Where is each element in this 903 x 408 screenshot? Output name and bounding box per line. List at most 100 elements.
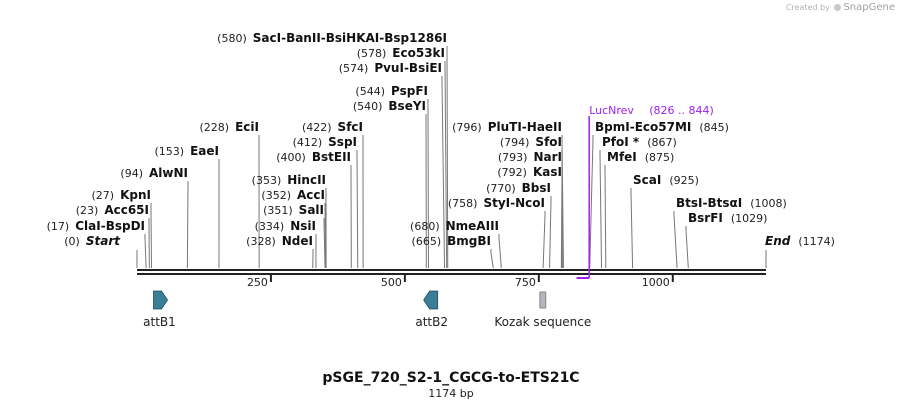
snapgene-credit: Created by SnapGene [786, 2, 895, 13]
feature-attb1[interactable]: attB1 [143, 290, 176, 329]
enzyme-separator: - [281, 31, 286, 45]
restriction-site-labels: (0) Start (17) ClaI - BspDI (23) Acc65I(27) Kp… [47, 31, 835, 248]
site-connector [589, 135, 594, 269]
feature-arrow-left-icon [423, 290, 439, 310]
ruler-tick-label: 750 [515, 276, 536, 289]
site-sfci[interactable]: (422) SfcI [302, 120, 363, 134]
site-bbsi[interactable]: (770) BbsI [486, 181, 551, 195]
site-nsii[interactable]: (334) NsiI [255, 219, 316, 233]
credit-brand: SnapGene [843, 2, 895, 13]
site-pvui-bsiei[interactable]: (574) PvuI - BsiEI [339, 61, 442, 75]
site-nmeaiii[interactable]: (680) NmeAIII [410, 219, 499, 233]
site-position: (422) [302, 121, 332, 134]
site-bmgbi[interactable]: (665) BmgBI [412, 234, 491, 248]
enzyme-name: End [765, 234, 791, 248]
site-position: (544) [355, 85, 385, 98]
site-position: (94) [120, 167, 143, 180]
credit-prefix: Created by [785, 3, 830, 12]
site-position: (792) [497, 166, 527, 179]
enzyme-name: PluTI [488, 120, 522, 134]
site-kpni[interactable]: (27) KpnI [92, 188, 152, 202]
site-pluti-haeii[interactable]: (796) PluTI - HaeII [452, 120, 562, 134]
enzyme-separator: - [510, 196, 515, 210]
site-end[interactable]: End (1174) [765, 234, 835, 248]
enzyme-name: KpnI [120, 188, 151, 202]
site-sfoi[interactable]: (794) SfoI [500, 135, 562, 149]
site-position: (1008) [750, 197, 787, 210]
feature-kozak-sequence[interactable]: Kozak sequence [494, 291, 591, 329]
enzyme-name: SspI [328, 135, 357, 149]
site-scai[interactable]: ScaI (925) [633, 173, 699, 187]
site-styi-ncoi[interactable]: (758) StyI - NcoI [448, 196, 545, 210]
primer-name[interactable]: LucNrev [589, 104, 634, 117]
site-position: (334) [255, 220, 285, 233]
feature-attb2[interactable]: attB2 [415, 290, 448, 329]
site-connector [630, 188, 634, 269]
enzyme-name: MfeI [607, 150, 637, 164]
site-connector [604, 165, 607, 269]
site-connector [549, 196, 552, 269]
site-sali[interactable]: (351) SalI [263, 203, 324, 217]
enzyme-name: SalI [299, 203, 324, 217]
enzyme-name: ClaI [75, 219, 100, 233]
site-btsi-bts-i[interactable]: BtsI - BtsαI (1008) [676, 196, 787, 210]
site-position: (27) [92, 189, 115, 202]
site-position: (352) [261, 189, 291, 202]
site-bseyi[interactable]: (540) BseYI [353, 99, 426, 113]
site-sspi[interactable]: (412) SspI [293, 135, 357, 149]
enzyme-name: KasI [533, 165, 562, 179]
site-ecii[interactable]: (228) EciI [200, 120, 259, 134]
site-position: (680) [410, 220, 440, 233]
site-clai-bspdi[interactable]: (17) ClaI - BspDI [47, 219, 145, 233]
enzyme-name: NdeI [282, 234, 313, 248]
site-mfei[interactable]: MfeI (875) [607, 150, 674, 164]
site-pspfi[interactable]: (544) PspFI [355, 84, 428, 98]
enzyme-name: Acc65I [104, 203, 149, 217]
site-position: (925) [669, 174, 699, 187]
site-eco53ki[interactable]: (578) Eco53kI [357, 46, 445, 60]
site-connector [356, 150, 359, 269]
enzyme-separator: - [321, 31, 326, 45]
enzyme-name: BtsαI [707, 196, 742, 210]
site-bsteii[interactable]: (400) BstEII [276, 150, 351, 164]
site-saci-banii-bsihkai-bsp1286i[interactable]: (580) SacI - BanII - BsiHKAI - Bsp1286I [217, 31, 447, 45]
site-ndei[interactable]: (328) NdeI [246, 234, 313, 248]
site-connector [444, 61, 448, 269]
site-connector [490, 249, 494, 269]
enzyme-name: AlwNI [149, 166, 188, 180]
site-position: (540) [353, 100, 383, 113]
site-hincii[interactable]: (353) HincII [252, 173, 326, 187]
site-bsrfi[interactable]: BsrFI (1029) [688, 211, 767, 225]
site-alwni[interactable]: (94) AlwNI [120, 166, 188, 180]
site-position: (793) [498, 151, 528, 164]
enzyme-separator: - [379, 31, 384, 45]
enzyme-name: Eco53kI [392, 46, 445, 60]
site-acc65i[interactable]: (23) Acc65I [76, 203, 149, 217]
site-connector-lines [136, 46, 767, 269]
site-position: (578) [357, 47, 387, 60]
site-pfoi[interactable]: PfoI * (867) [602, 135, 677, 149]
site-position: (665) [412, 235, 442, 248]
site-position: (0) [64, 235, 80, 248]
feature-label: Kozak sequence [494, 315, 591, 329]
enzyme-name: Start [86, 234, 121, 248]
site-position: (794) [500, 136, 530, 149]
site-start[interactable]: (0) Start [64, 234, 121, 248]
enzyme-name: PfoI * [602, 135, 640, 149]
site-position: (153) [155, 145, 185, 158]
enzyme-name: EciI [235, 120, 259, 134]
site-connector [561, 135, 564, 269]
snapgene-logo-icon [834, 4, 842, 11]
site-acci[interactable]: (352) AccI [261, 188, 325, 202]
site-nari[interactable]: (793) NarI [498, 150, 562, 164]
ruler-tick-label: 1000 [642, 276, 670, 289]
site-bpmi-eco57mi[interactable]: BpmI - Eco57MI (845) [595, 120, 729, 134]
ruler-ticks: 250 500 750 1000 [247, 274, 674, 289]
site-eaei[interactable]: (153) EaeI [155, 144, 220, 158]
enzyme-name: BstEII [312, 150, 351, 164]
enzyme-name: PvuI [374, 61, 404, 75]
site-position: (17) [47, 220, 70, 233]
site-kasi[interactable]: (792) KasI [497, 165, 562, 179]
enzyme-name: BsiEI [409, 61, 442, 75]
